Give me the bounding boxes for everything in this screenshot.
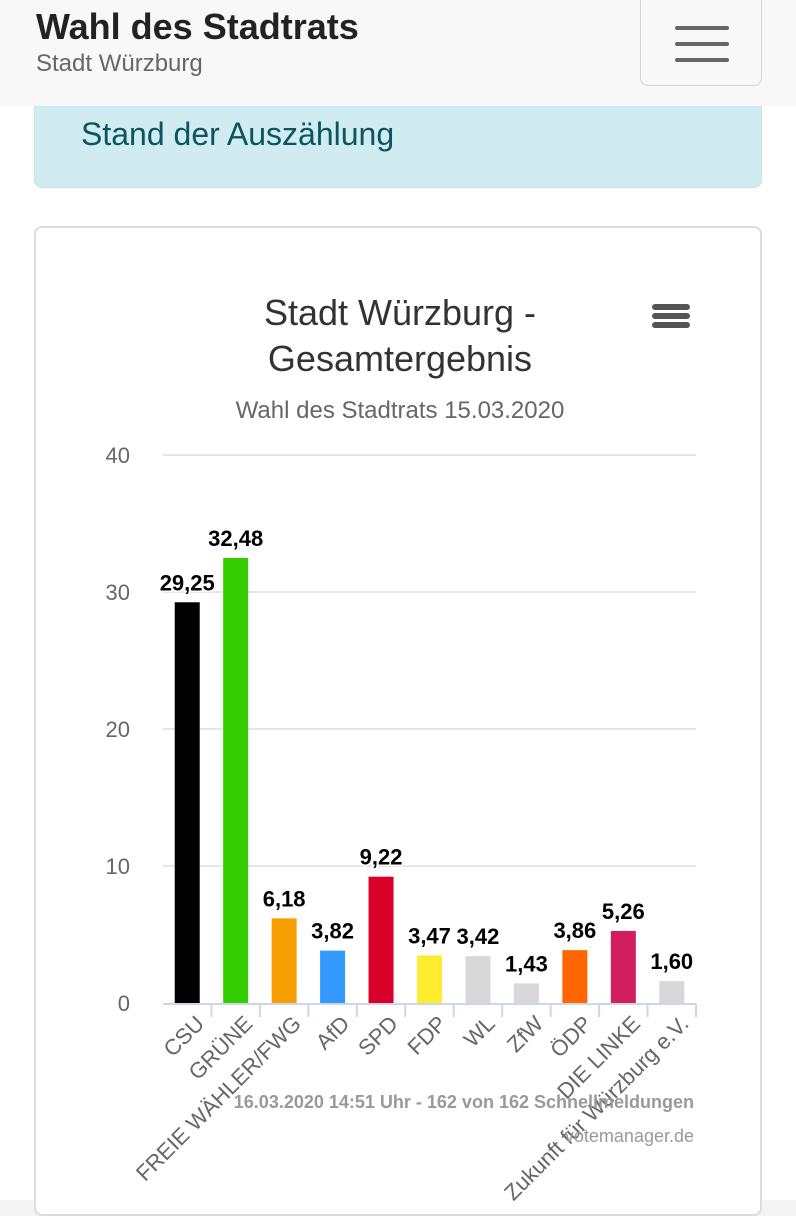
chart-menu-icon-bar-2 [652,313,690,319]
chart-title-line-1: Stadt Würzburg - [264,292,536,333]
x-tick-label: SPD [353,1011,403,1061]
y-tick-label: 20 [106,717,130,742]
bar-4 [320,950,346,1003]
bar-8 [513,983,539,1003]
bar-6 [417,955,442,1003]
data-label: 1,43 [505,951,548,976]
menu-toggle-button[interactable] [640,0,762,86]
data-label: 3,47 [408,923,451,948]
chart-menu-icon-bar-1 [652,304,690,310]
x-tick-label: WL [459,1011,500,1052]
data-label: 3,42 [457,924,500,949]
data-label: 5,26 [602,899,645,924]
app-subtitle: Stadt Würzburg [36,50,203,77]
y-tick-label: 10 [106,854,130,879]
bar-9 [562,950,588,1003]
bar-3 [271,918,297,1003]
alert-text: Stand der Auszählung [81,116,395,152]
data-label: 1,60 [650,949,693,974]
data-label: 3,82 [311,919,354,944]
data-label: 3,86 [553,918,596,943]
data-label: 6,18 [263,886,306,911]
top-navbar: Wahl des Stadtrats Stadt Würzburg [0,0,796,106]
bar-10 [610,930,636,1003]
bar-chart: Stadt Würzburg - Gesamtergebnis Wahl des S… [106,292,697,1205]
y-tick-label: 0 [118,991,130,1016]
chart-title-line-2: Gesamtergebnis [268,338,532,379]
chart-credit: votemanager.de [565,1126,694,1146]
x-tick-label: FDP [402,1011,451,1060]
bar-2 [223,558,249,1003]
chart-menu-icon-bar-3 [652,322,690,328]
bar-7 [465,956,491,1003]
x-tick-label: ZfW [502,1011,548,1057]
info-alert: Stand der Auszählung [34,106,762,188]
data-label: 29,25 [160,570,215,595]
bar-5 [368,876,394,1003]
x-tick-label: AfD [311,1011,355,1055]
y-tick-label: 30 [106,580,130,605]
app-title: Wahl des Stadtrats [36,6,359,47]
data-label: 32,48 [208,526,263,551]
data-label: 9,22 [360,845,403,870]
y-tick-label: 40 [106,443,130,468]
bar-1 [174,602,200,1003]
chart-subtitle: Wahl des Stadtrats 15.03.2020 [236,397,565,424]
chart-footer: 16.03.2020 14:51 Uhr - 162 von 162 Schne… [234,1092,694,1112]
chart-card: Stadt Würzburg - Gesamtergebnis Wahl des S… [34,226,762,1216]
bar-11 [659,981,685,1003]
